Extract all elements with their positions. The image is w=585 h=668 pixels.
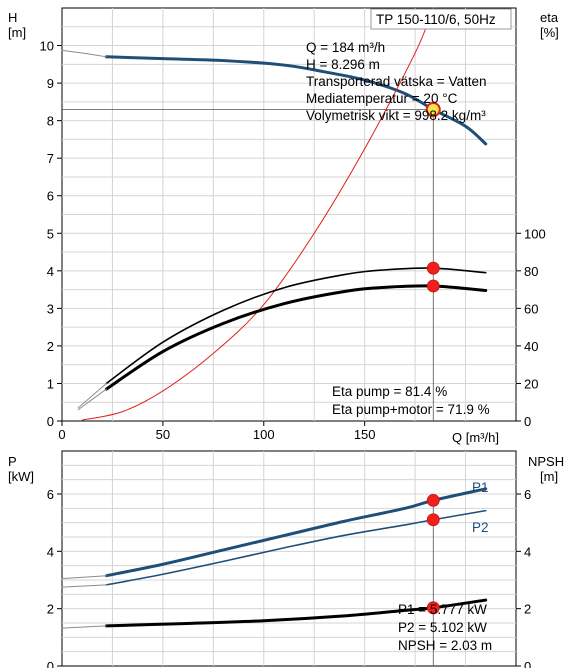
bottom-y-right-unit: [m] [540, 469, 558, 484]
y-left-tick-label: 8 [47, 114, 54, 129]
y-right-tick-label: 40 [524, 339, 538, 354]
bottom-series-line-3 [61, 575, 107, 580]
y-left-tick-label: 6 [47, 189, 54, 204]
x-tick-label: 0 [58, 427, 65, 442]
top-series-line-5 [77, 382, 107, 409]
info-npsh: NPSH = 2.03 m [398, 638, 492, 653]
y-left-tick-label: 4 [47, 544, 54, 559]
y-left-tick-label: 9 [47, 76, 54, 91]
x-tick-label: 50 [156, 427, 170, 442]
y-right-tick-label: 0 [524, 414, 531, 429]
series-label-p1: P1 [472, 480, 489, 495]
info-liquid: Transporterad vätska = Vatten [306, 74, 486, 89]
bottom-series [61, 487, 488, 666]
bottom-series-line-5 [61, 625, 107, 629]
bottom-y-left-unit: [kW] [8, 469, 34, 484]
top-grid [62, 8, 516, 421]
y-left-tick-label: 5 [47, 226, 54, 241]
operating-point-marker-eta-pump [426, 261, 440, 275]
top-series-line-0 [104, 55, 488, 146]
top-y-right-unit: [%] [540, 25, 559, 40]
y-left-tick-label: 2 [47, 602, 54, 617]
y-left-tick-label: 7 [47, 151, 54, 166]
bottom-grid [62, 451, 516, 666]
top-series-line-6 [77, 388, 107, 411]
operating-point-marker-npsh [426, 601, 440, 615]
operating-point-marker-head [425, 102, 441, 118]
y-left-tick-label: 1 [47, 376, 54, 391]
top-y-right-name: eta [540, 10, 559, 25]
y-left-tick-label: 0 [47, 659, 54, 668]
y-left-tick-label: 0 [47, 414, 54, 429]
operating-point-marker-eta-total [426, 279, 440, 293]
series-label-p2: P2 [472, 520, 489, 535]
info-density: Volymetrisk vikt = 998.2 kg/m³ [306, 108, 486, 123]
bottom-plot-area [61, 450, 517, 667]
x-tick-label: 150 [354, 427, 376, 442]
operating-point-marker-p1 [426, 493, 440, 507]
y-left-tick-label: 2 [47, 339, 54, 354]
y-left-tick-label: 3 [47, 301, 54, 316]
info-p2: P2 = 5.102 kW [398, 620, 487, 635]
info-h: H = 8.296 m [306, 57, 380, 72]
info-eta-pump: Eta pump = 81.4 % [332, 384, 447, 399]
top-series-line-3 [105, 267, 487, 385]
y-right-tick-label: 0 [524, 659, 531, 668]
bottom-y-right-name: NPSH [528, 454, 564, 469]
top-x-label: Q [m³/h] [452, 430, 499, 445]
top-y-left-unit: [m] [8, 25, 26, 40]
top-y-left-name: H [8, 10, 17, 25]
chart-title-box [370, 8, 512, 30]
x-tick-label: 100 [253, 427, 275, 442]
y-left-tick-label: 10 [40, 39, 54, 54]
y-left-tick-label: 4 [47, 264, 54, 279]
top-series [61, 7, 488, 421]
info-q: Q = 184 m³/h [306, 40, 385, 55]
top-series-line-1 [61, 49, 107, 58]
y-right-tick-label: 2 [524, 602, 531, 617]
bottom-y-left-name: P [8, 454, 17, 469]
y-right-tick-label: 80 [524, 264, 538, 279]
info-eta-total: Eta pump+motor = 71.9 % [332, 402, 490, 417]
y-left-tick-label: 6 [47, 487, 54, 502]
operating-point-marker-p2 [426, 513, 440, 527]
info-temperature: Mediatemperatur = 20 °C [306, 91, 458, 106]
y-right-tick-label: 20 [524, 376, 538, 391]
top-series-line-2 [81, 7, 434, 421]
y-right-tick-label: 60 [524, 301, 538, 316]
info-p1: P1 = 5.777 kW [398, 602, 487, 617]
bottom-ticks: 0 2 4 6 0 2 4 6 [47, 487, 531, 668]
y-right-tick-label: 100 [524, 226, 546, 241]
bottom-series-line-4 [61, 584, 107, 588]
y-right-tick-label: 6 [524, 487, 531, 502]
y-right-tick-label: 4 [524, 544, 531, 559]
chart-title: TP 150-110/6, 50Hz [376, 12, 496, 27]
